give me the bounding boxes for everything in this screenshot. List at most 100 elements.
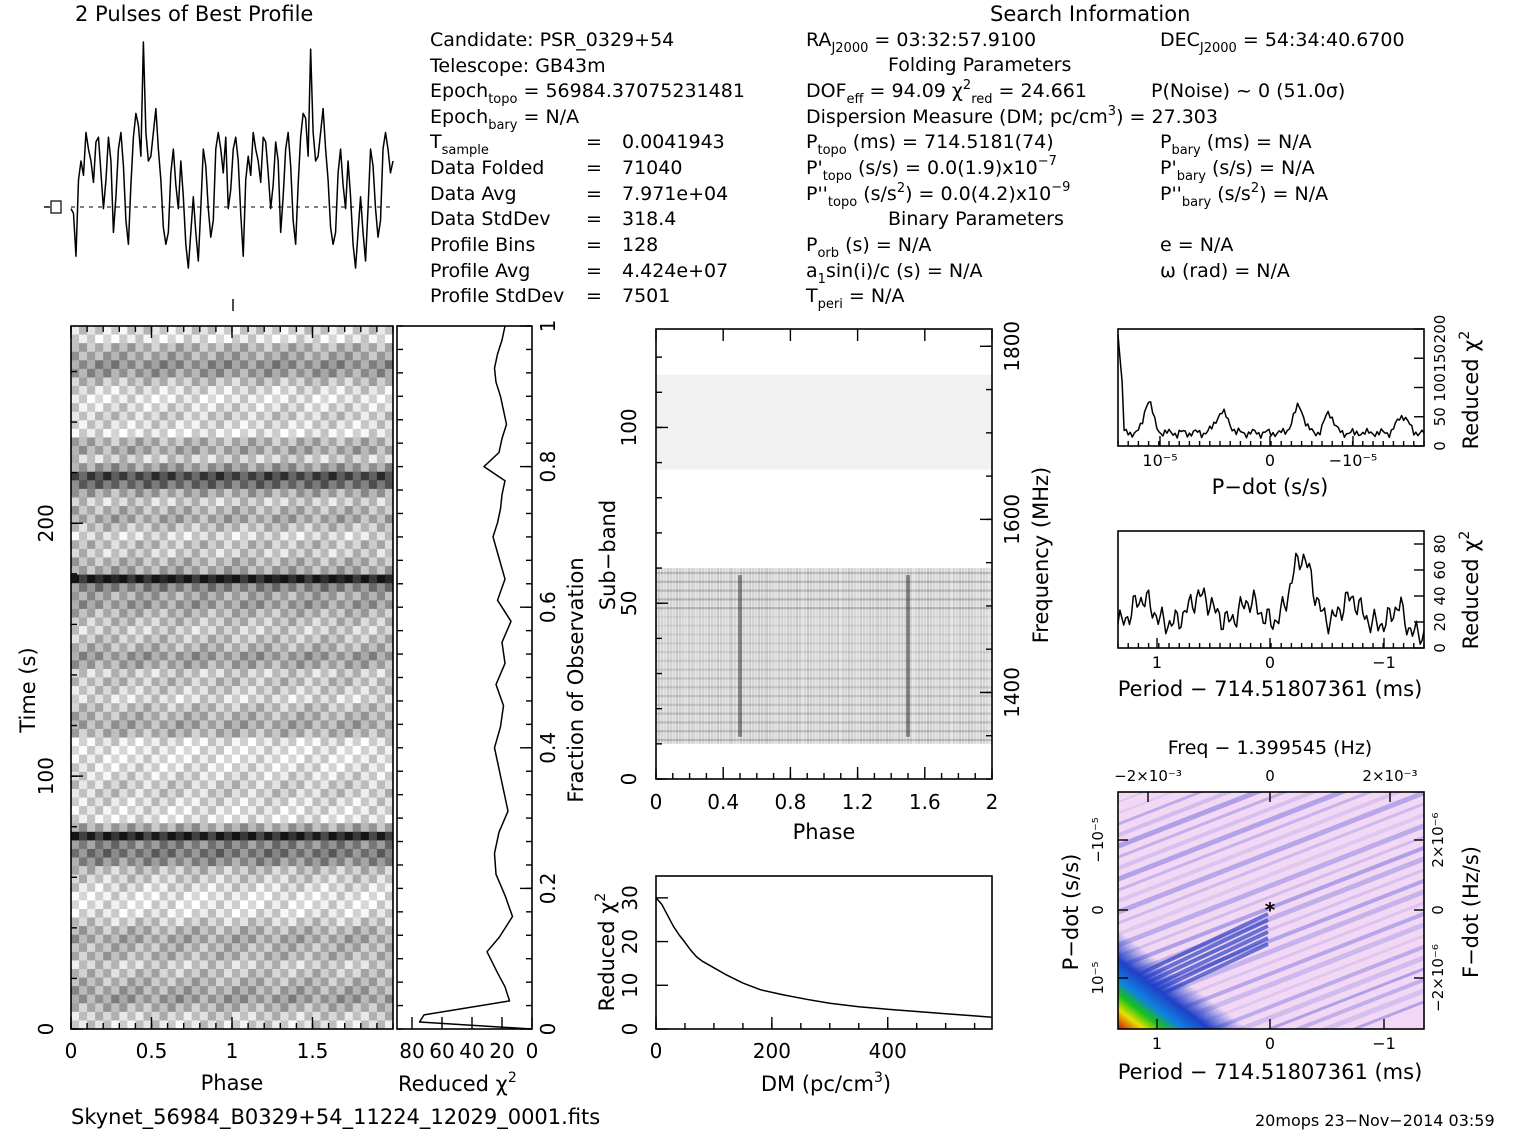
- time-phase-cell: [248, 737, 257, 747]
- time-phase-cell: [223, 720, 233, 730]
- time-phase-cell: [223, 1020, 233, 1030]
- svg-text:=: =: [586, 157, 602, 179]
- time-phase-cell: [175, 351, 185, 361]
- time-phase-cell: [119, 720, 128, 730]
- time-phase-cell: [95, 668, 104, 678]
- time-phase-cell: [111, 977, 120, 987]
- time-phase-cell: [232, 488, 241, 498]
- time-phase-cell: [312, 943, 321, 953]
- time-phase-cell: [95, 771, 104, 781]
- time-phase-cell: [215, 900, 225, 910]
- chi2-time-plot: 80 60 40 20 000.20.40.60.81: [397, 320, 560, 1063]
- time-phase-cell: [384, 660, 394, 670]
- time-phase-cell: [320, 420, 329, 430]
- time-phase-cell: [223, 506, 233, 516]
- time-phase-cell: [336, 754, 346, 764]
- time-phase-cell: [111, 540, 120, 550]
- time-phase-cell: [127, 600, 136, 610]
- time-phase-cell: [328, 428, 338, 438]
- time-phase-cell: [232, 531, 241, 541]
- time-phase-cell: [127, 643, 136, 653]
- time-phase-cell: [256, 326, 265, 335]
- time-phase-cell: [175, 1011, 185, 1021]
- time-phase-cell: [95, 977, 104, 987]
- time-phase-cell: [288, 1020, 297, 1030]
- time-phase-cell: [336, 488, 346, 498]
- time-phase-cell: [248, 394, 257, 404]
- tperi-value: N/A: [871, 285, 905, 307]
- time-phase-cell: [167, 463, 177, 473]
- time-phase-cell: [223, 523, 233, 533]
- time-phase-cell: [135, 934, 144, 944]
- time-phase-cell: [352, 557, 362, 567]
- time-phase-cell: [223, 480, 233, 490]
- time-phase-cell: [215, 360, 225, 370]
- search-info-left: Candidate: PSR_0329+54 Telescope: GB43m …: [429, 29, 745, 307]
- time-phase-cell: [119, 651, 128, 661]
- time-phase-cell: [232, 591, 241, 601]
- time-phase-cell: [248, 1011, 257, 1021]
- time-phase-cell: [280, 814, 289, 824]
- time-phase-cell: [280, 608, 289, 618]
- time-phase-cell: [79, 420, 88, 430]
- time-phase-cell: [223, 608, 233, 618]
- time-phase-cell: [223, 377, 233, 387]
- time-phase-cell: [143, 686, 152, 696]
- time-phase-cell: [215, 523, 225, 533]
- folding-params-title: Folding Parameters: [888, 54, 1071, 76]
- time-phase-cell: [272, 591, 281, 601]
- time-phase-cell: [280, 463, 289, 473]
- time-phase-cell: [143, 506, 152, 516]
- time-phase-cell: [272, 454, 281, 464]
- time-phase-cell: [256, 994, 265, 1004]
- time-phase-cell: [151, 540, 160, 550]
- time-phase-cell: [119, 771, 128, 781]
- time-phase-cell: [103, 626, 112, 636]
- time-phase-cell: [167, 403, 177, 413]
- time-phase-cell: [223, 591, 233, 601]
- time-phase-cell: [223, 943, 233, 953]
- time-phase-cell: [95, 968, 104, 978]
- time-phase-cell: [87, 814, 96, 824]
- time-phase-cell: [159, 771, 168, 781]
- plane-y2tick-label: 2×10⁻⁶: [1429, 812, 1447, 867]
- time-phase-cell: [111, 677, 120, 687]
- time-phase-cell: [87, 617, 96, 627]
- time-phase-cell: [151, 823, 160, 833]
- time-phase-cell: [248, 368, 257, 378]
- time-phase-cell: [143, 754, 152, 764]
- time-phase-cell: [71, 797, 80, 807]
- time-phase-cell: [71, 343, 80, 353]
- time-phase-cell: [280, 926, 289, 936]
- time-phase-cell: [183, 377, 193, 387]
- time-phase-cell: [248, 1020, 257, 1030]
- profile-avg-value: 4.424e+07: [622, 260, 728, 282]
- svg-text:Data Avg: Data Avg: [430, 183, 517, 205]
- time-phase-cell: [103, 660, 112, 670]
- time-phase-cell: [79, 608, 88, 618]
- time-phase-cell: [111, 463, 120, 473]
- time-phase-cell: [175, 574, 185, 584]
- time-phase-cell: [232, 746, 241, 756]
- time-phase-cell: [288, 548, 297, 558]
- time-phase-cell: [127, 994, 136, 1004]
- time-phase-cell: [127, 377, 136, 387]
- time-phase-cell: [191, 326, 201, 335]
- time-phase-cell: [368, 557, 378, 567]
- time-phase-cell: [344, 934, 354, 944]
- time-phase-cell: [352, 917, 362, 927]
- time-phase-cell: [264, 831, 273, 841]
- time-phase-cell: [280, 866, 289, 876]
- time-phase-cell: [143, 514, 152, 524]
- time-phase-cell: [264, 626, 273, 636]
- time-phase-cell: [376, 608, 386, 618]
- time-phase-cell: [304, 908, 313, 918]
- time-phase-cell: [240, 831, 249, 841]
- time-phase-cell: [304, 797, 313, 807]
- time-phase-cell: [272, 548, 281, 558]
- time-phase-cell: [272, 703, 281, 713]
- time-phase-cell: [304, 497, 313, 507]
- time-phase-cell: [143, 471, 152, 481]
- time-phase-cell: [103, 891, 112, 901]
- time-phase-cell: [175, 403, 185, 413]
